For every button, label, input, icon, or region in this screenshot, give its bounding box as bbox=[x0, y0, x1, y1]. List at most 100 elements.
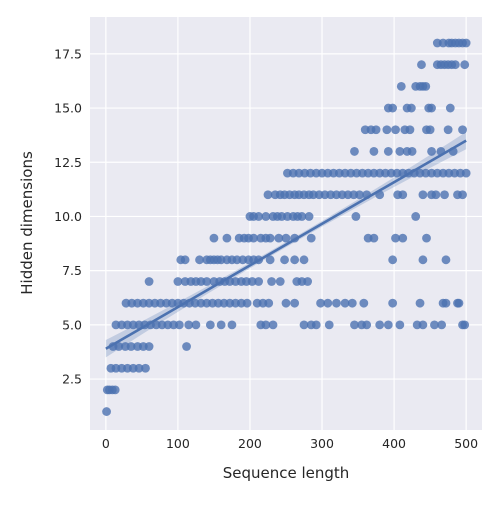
data-point bbox=[461, 168, 471, 178]
data-point bbox=[227, 320, 237, 330]
y-tick-label: 17.5 bbox=[54, 46, 82, 61]
data-point bbox=[407, 147, 417, 156]
data-points bbox=[102, 38, 471, 416]
data-point bbox=[311, 320, 321, 330]
y-tick-label: 12.5 bbox=[54, 155, 82, 170]
data-point bbox=[362, 320, 372, 330]
data-point bbox=[383, 320, 393, 330]
y-tick-label: 2.5 bbox=[62, 372, 82, 387]
data-point bbox=[332, 298, 341, 308]
data-point bbox=[264, 298, 274, 308]
data-point bbox=[388, 255, 398, 265]
data-point bbox=[265, 255, 275, 265]
x-tick-label: 100 bbox=[166, 436, 190, 451]
data-point bbox=[242, 298, 252, 308]
data-point bbox=[351, 212, 361, 221]
data-point bbox=[324, 320, 334, 330]
data-point bbox=[398, 190, 408, 200]
y-tick-label: 10.0 bbox=[54, 209, 82, 224]
data-point bbox=[323, 298, 333, 308]
data-point bbox=[340, 298, 350, 308]
data-point bbox=[144, 277, 154, 286]
data-point bbox=[417, 60, 426, 70]
data-point bbox=[134, 363, 144, 373]
data-point bbox=[395, 320, 405, 330]
data-point bbox=[458, 190, 467, 200]
data-point bbox=[261, 320, 271, 330]
data-point bbox=[195, 255, 204, 265]
data-point bbox=[369, 233, 379, 243]
data-point bbox=[398, 233, 408, 243]
data-point bbox=[369, 147, 379, 156]
data-point bbox=[247, 277, 257, 286]
data-point bbox=[460, 60, 470, 70]
data-point bbox=[110, 385, 120, 395]
data-point bbox=[371, 125, 381, 135]
data-point bbox=[458, 125, 467, 135]
data-point bbox=[222, 233, 232, 243]
data-point bbox=[263, 190, 273, 200]
data-point bbox=[275, 277, 285, 286]
y-tick-label: 5.0 bbox=[62, 317, 82, 332]
regression-fit-line bbox=[105, 139, 467, 350]
data-point bbox=[350, 147, 359, 156]
data-point bbox=[382, 125, 392, 135]
data-point bbox=[303, 277, 313, 286]
data-point bbox=[461, 38, 471, 48]
data-point bbox=[418, 255, 428, 265]
data-point bbox=[267, 277, 276, 286]
data-point bbox=[316, 298, 325, 308]
data-point bbox=[388, 103, 398, 113]
data-point bbox=[406, 103, 416, 113]
x-tick-labels: 0 100 200 300 400 500 bbox=[102, 436, 478, 451]
data-point bbox=[405, 125, 415, 135]
x-tick-label: 200 bbox=[238, 436, 262, 451]
data-point bbox=[249, 233, 258, 243]
data-point bbox=[299, 320, 309, 330]
data-point bbox=[280, 255, 289, 265]
data-point bbox=[174, 320, 184, 330]
data-point bbox=[274, 233, 284, 243]
data-point bbox=[396, 81, 406, 91]
x-tick-label: 300 bbox=[310, 436, 334, 451]
data-point bbox=[355, 190, 364, 200]
data-point bbox=[254, 212, 264, 221]
data-point bbox=[383, 147, 393, 156]
data-point bbox=[182, 342, 191, 351]
data-point bbox=[422, 233, 431, 243]
data-point bbox=[411, 212, 421, 221]
data-point bbox=[460, 320, 470, 330]
data-point bbox=[261, 212, 271, 221]
data-point bbox=[431, 190, 441, 200]
data-point bbox=[299, 255, 309, 265]
data-point bbox=[306, 233, 316, 243]
data-point bbox=[430, 320, 439, 330]
x-axis-label: Sequence length bbox=[223, 464, 350, 482]
data-point bbox=[415, 298, 425, 308]
data-point bbox=[418, 190, 428, 200]
data-point bbox=[173, 277, 183, 286]
data-point bbox=[114, 342, 124, 351]
data-point bbox=[421, 81, 431, 91]
data-point bbox=[202, 277, 212, 286]
x-tick-label: 400 bbox=[382, 436, 406, 451]
data-point bbox=[290, 255, 300, 265]
data-point bbox=[437, 320, 447, 330]
regression-line bbox=[105, 139, 467, 350]
data-point bbox=[209, 233, 219, 243]
data-point bbox=[254, 277, 264, 286]
data-point bbox=[440, 190, 449, 200]
data-point bbox=[144, 342, 154, 351]
data-point bbox=[445, 103, 455, 113]
data-point bbox=[184, 320, 194, 330]
data-point bbox=[391, 125, 400, 135]
data-point bbox=[441, 255, 451, 265]
data-point bbox=[388, 298, 398, 308]
y-axis-label: Hidden dimensions bbox=[18, 151, 36, 295]
y-tick-label: 7.5 bbox=[62, 263, 82, 278]
data-point bbox=[141, 363, 150, 373]
x-tick-label: 0 bbox=[102, 436, 110, 451]
data-point bbox=[304, 212, 314, 221]
data-point bbox=[126, 342, 136, 351]
